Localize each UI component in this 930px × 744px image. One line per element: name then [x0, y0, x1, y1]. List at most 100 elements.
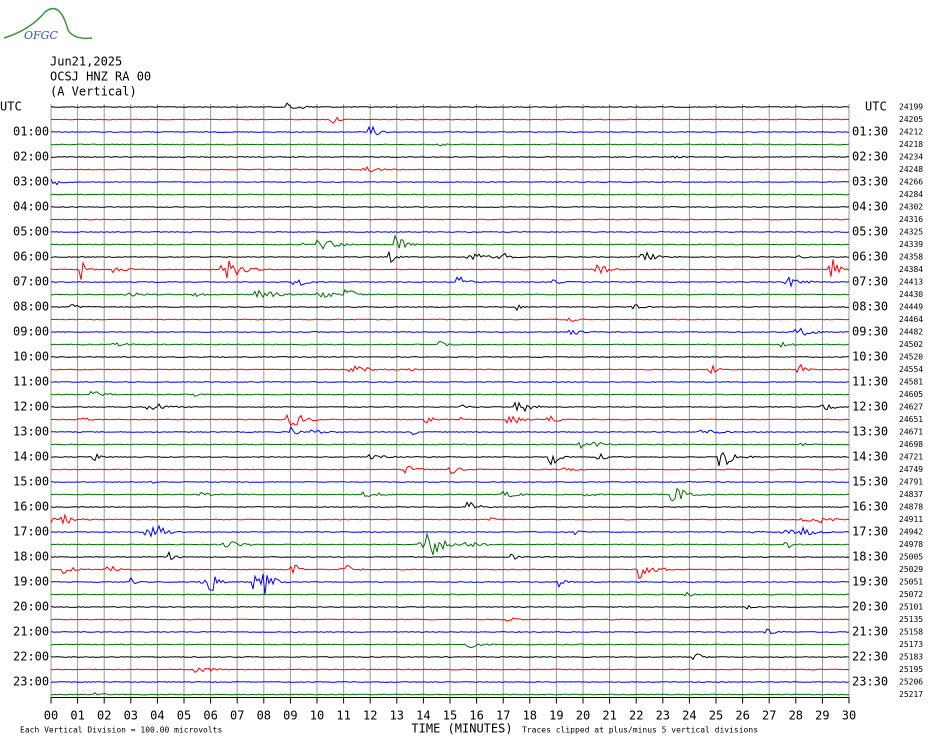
left-time-label: 09:00	[13, 325, 49, 339]
left-time-label: 11:00	[13, 375, 49, 389]
x-tick-label: 24	[682, 709, 696, 723]
right-time-label: 02:30	[852, 150, 888, 164]
x-tick-label: 17	[496, 709, 510, 723]
count-label: 24791	[899, 478, 923, 487]
trace	[50, 524, 850, 538]
right-time-label: UTC	[865, 100, 887, 114]
left-time-label: 17:00	[13, 525, 49, 539]
right-time-label: 17:30	[852, 525, 888, 539]
count-label: 25206	[899, 678, 923, 687]
trace	[50, 413, 850, 427]
trace	[50, 155, 850, 159]
x-tick-label: 26	[735, 709, 749, 723]
left-time-label: 10:00	[13, 350, 49, 364]
x-tick-label: 02	[97, 709, 111, 723]
count-label: 24911	[899, 515, 923, 524]
count-label: 24627	[899, 403, 923, 412]
x-tick-label: 25	[709, 709, 723, 723]
plot	[50, 102, 850, 704]
right-time-label: 23:30	[852, 675, 888, 689]
left-time-label: 23:00	[13, 675, 49, 689]
trace	[50, 487, 849, 502]
count-label: 24502	[899, 340, 923, 349]
x-tick-label: 00	[44, 709, 58, 723]
trace	[50, 304, 849, 312]
left-time-label: 08:00	[13, 300, 49, 314]
station: OCSJ HNZ RA 00	[50, 70, 151, 84]
left-time-label: 19:00	[13, 575, 49, 589]
right-time-label: 11:30	[852, 375, 888, 389]
right-time-label: 13:30	[852, 425, 888, 439]
x-tick-label: 09	[283, 709, 297, 723]
trace	[50, 381, 850, 383]
count-label: 24430	[899, 290, 923, 299]
trace	[50, 193, 850, 196]
left-time-label: 20:00	[13, 600, 49, 614]
count-label: 24339	[899, 240, 923, 249]
trace	[50, 451, 850, 467]
count-label: 24325	[899, 228, 923, 237]
trace	[50, 356, 850, 358]
count-label: 24266	[899, 178, 923, 187]
trace	[51, 143, 850, 147]
count-label: 24837	[899, 490, 923, 499]
trace	[50, 653, 850, 661]
x-tick-label: 08	[257, 709, 271, 723]
x-tick-label: 10	[310, 709, 324, 723]
trace	[50, 681, 850, 683]
trace	[50, 341, 850, 348]
count-label: 24218	[899, 140, 923, 149]
left-time-label: 13:00	[13, 425, 49, 439]
count-label: 24878	[899, 503, 923, 512]
x-tick-label: 30	[842, 709, 856, 723]
count-label: 24482	[899, 328, 923, 337]
trace	[50, 513, 850, 526]
count-label: 24651	[899, 415, 923, 424]
count-label: 24698	[899, 440, 923, 449]
right-time-label: 01:30	[852, 125, 888, 139]
x-tick-label: 12	[363, 709, 377, 723]
left-time-label: 06:00	[13, 250, 49, 264]
x-tick-label: 23	[656, 709, 670, 723]
trace	[50, 692, 850, 696]
logo: OFGC	[24, 29, 58, 42]
date: Jun21,2025	[50, 55, 122, 69]
left-time-label: 15:00	[13, 475, 49, 489]
x-tick-label: 11	[336, 709, 350, 723]
count-label: 24358	[899, 253, 923, 262]
count-label: 25173	[899, 640, 923, 649]
logo-curve	[3, 7, 93, 40]
count-label: 25135	[899, 615, 923, 624]
count-label: 24671	[899, 428, 923, 437]
x-tick-label: 15	[443, 709, 457, 723]
left-time-label: UTC	[0, 100, 22, 114]
trace	[50, 643, 849, 649]
count-label: 24316	[899, 215, 923, 224]
left-time-label: 02:00	[13, 150, 49, 164]
right-time-label: 21:30	[852, 625, 888, 639]
x-tick-label: 18	[523, 709, 537, 723]
right-time-label: 20:30	[852, 600, 888, 614]
trace	[50, 550, 850, 561]
right-time-label: 16:30	[852, 500, 888, 514]
count-label: 24205	[899, 115, 923, 124]
trace	[50, 390, 849, 397]
left-time-label: 16:00	[13, 500, 49, 514]
left-time-label: 12:00	[13, 400, 49, 414]
x-tick-label: 28	[789, 709, 803, 723]
trace	[50, 617, 850, 622]
count-label: 24284	[899, 190, 923, 199]
trace	[50, 116, 850, 124]
left-time-label: 07:00	[13, 275, 49, 289]
scale-note: Each Vertical Division = 100.00 microvol…	[20, 726, 222, 735]
count-label: 24942	[899, 528, 923, 537]
x-tick-label: 19	[549, 709, 563, 723]
right-time-label: 15:30	[852, 475, 888, 489]
x-tick-label: 05	[177, 709, 191, 723]
left-time-label: 14:00	[13, 450, 49, 464]
right-time-label: 18:30	[852, 550, 888, 564]
right-time-label: 08:30	[852, 300, 888, 314]
trace	[50, 231, 850, 233]
right-time-label: 06:30	[852, 250, 888, 264]
right-time-label: 14:30	[852, 450, 888, 464]
